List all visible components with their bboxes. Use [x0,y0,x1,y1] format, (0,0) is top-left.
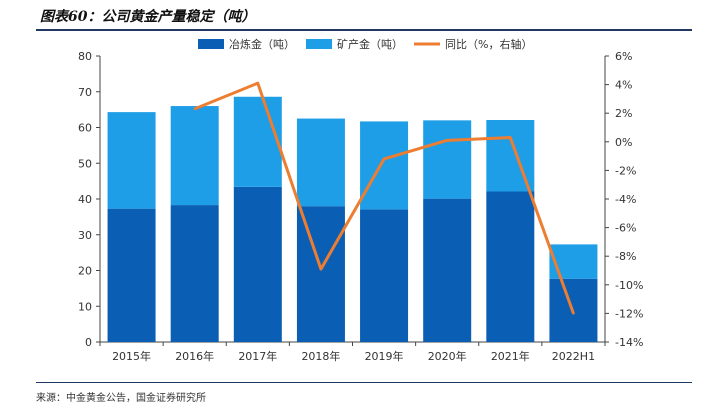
y-left-tick-label: 20 [78,265,92,278]
x-tick-label: 2017年 [238,349,277,363]
x-tick-label: 2020年 [428,349,467,363]
point-yoy-growth [193,107,196,111]
y-left-tick-label: 30 [78,229,92,242]
bar-mined-gold [549,244,598,279]
x-tick-label: 2019年 [365,349,404,363]
chart-bars [107,96,598,342]
point-yoy-growth [319,267,323,271]
y-left-tick-label: 40 [78,193,92,206]
y-left-tick-label: 50 [78,157,92,170]
y-right-tick-label: -8% [615,250,636,263]
y-left-tick-label: 60 [78,122,92,135]
bar-mined-gold [107,112,156,209]
y-right-tick-label: -4% [615,193,636,206]
bar-mined-gold [170,106,219,206]
x-tick-label: 2016年 [175,349,214,363]
bar-smelted-gold [296,206,345,342]
bar-smelted-gold [486,191,535,342]
source-rule [36,382,692,383]
point-yoy-growth [572,312,575,315]
bar-mined-gold [423,120,472,199]
y-right-tick-label: -2% [615,164,636,177]
title-rule [36,29,692,31]
point-yoy-growth [509,136,512,139]
chart-line [193,81,575,315]
y-left-tick-label: 0 [85,336,92,349]
y-left-tick-label: 10 [78,300,92,313]
y-right-tick-label: 2% [615,107,632,120]
x-tick-label: 2022H1 [552,350,595,363]
y-right-tick-label: -10% [615,279,643,292]
y-right-tick-label: 4% [615,79,632,92]
y-right-tick-label: 0% [615,136,632,149]
figure-source: 来源：中金黄金公告，国金证券研究所 [36,393,206,404]
y-right-tick-label: -6% [615,222,636,235]
bar-smelted-gold [423,198,472,342]
legend-swatch-mined [306,39,332,49]
y-right-tick-label: -12% [615,307,643,320]
y-left-tick-label: 70 [78,86,92,99]
bar-mined-gold [233,96,282,187]
x-tick-label: 2015年 [112,349,151,363]
y-right-tick-label: 6% [615,50,632,63]
point-yoy-growth [382,157,386,161]
bar-smelted-gold [107,208,156,342]
legend-label-mined: 矿产金（吨） [337,37,403,51]
legend-label-smelted: 冶炼金（吨） [229,37,295,51]
legend-swatch-smelted [198,39,224,49]
bar-smelted-gold [360,209,409,342]
x-tick-label: 2021年 [491,349,530,363]
bar-mined-gold [296,118,345,207]
bar-smelted-gold [233,186,282,342]
y-right-tick-label: -14% [615,336,643,349]
point-yoy-growth [445,139,449,142]
legend-label-yoy: 同比（%，右轴） [445,37,532,51]
point-yoy-growth [256,81,260,85]
bar-smelted-gold [170,205,219,342]
y-left-tick-label: 80 [78,50,92,63]
bar-mined-gold [360,121,409,210]
chart-legend: 冶炼金（吨） 矿产金（吨） 同比（%，右轴） [198,37,532,51]
x-tick-label: 2018年 [301,349,340,363]
figure-title: 图表60：公司黄金产量稳定（吨） [40,9,256,25]
